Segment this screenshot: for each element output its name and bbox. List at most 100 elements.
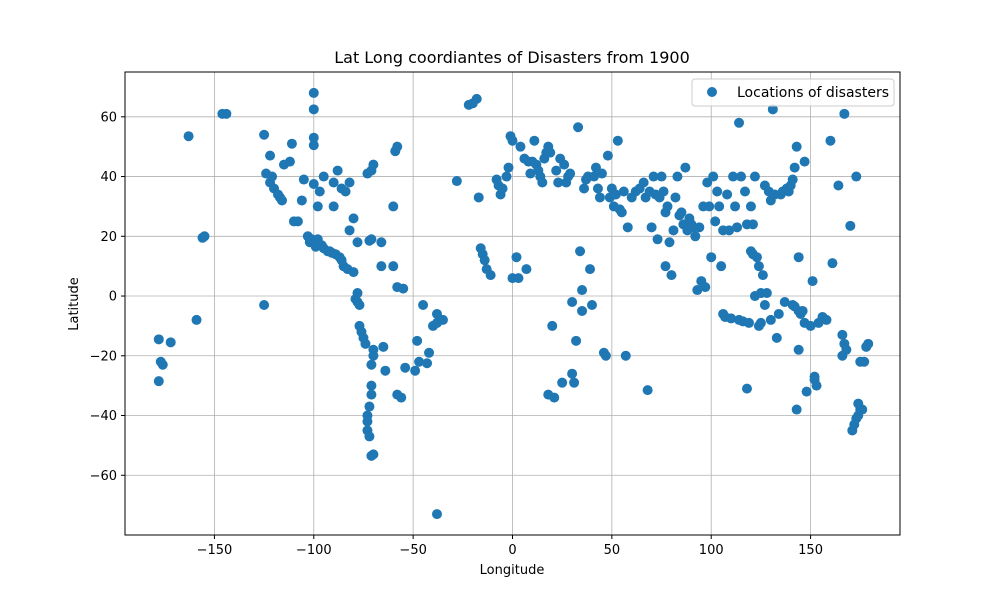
- data-point: [600, 350, 611, 361]
- x-tick-label: −150: [197, 543, 233, 558]
- data-point: [708, 171, 719, 182]
- data-point: [579, 183, 590, 194]
- data-point: [308, 140, 319, 151]
- data-points: [153, 87, 874, 520]
- legend-box: [691, 78, 895, 107]
- data-point: [422, 358, 433, 369]
- data-point: [153, 376, 164, 387]
- data-point: [716, 261, 727, 272]
- data-point: [759, 299, 770, 310]
- data-point: [732, 222, 743, 233]
- data-point: [259, 129, 270, 140]
- data-point: [183, 131, 194, 142]
- data-point: [585, 264, 595, 275]
- data-point: [706, 252, 717, 263]
- data-point: [497, 183, 508, 194]
- data-point: [594, 192, 605, 203]
- data-point: [157, 359, 168, 370]
- y-tick-label: 20: [100, 230, 117, 245]
- data-point: [284, 156, 295, 167]
- data-point: [660, 261, 671, 272]
- data-point: [378, 341, 389, 352]
- data-point: [837, 350, 848, 361]
- data-point: [807, 276, 818, 287]
- data-point: [577, 285, 588, 296]
- data-point: [557, 377, 568, 388]
- x-tick-label: −50: [399, 543, 426, 558]
- data-point: [791, 404, 802, 415]
- data-point: [267, 171, 278, 182]
- data-point: [551, 165, 562, 176]
- data-point: [773, 308, 784, 319]
- data-point: [662, 201, 673, 212]
- data-point: [503, 162, 514, 173]
- data-point: [622, 222, 633, 233]
- data-point: [352, 237, 363, 248]
- data-point: [714, 201, 725, 212]
- data-point: [328, 201, 339, 212]
- data-point: [328, 177, 339, 188]
- data-point: [602, 150, 613, 161]
- data-point: [396, 392, 407, 403]
- data-point: [801, 386, 812, 397]
- data-point: [553, 177, 564, 188]
- data-point: [366, 389, 377, 400]
- data-point: [805, 320, 816, 331]
- data-point: [340, 186, 351, 197]
- y-axis-ticks: −60 −40 −20 0 20 40 60: [90, 110, 125, 484]
- data-point: [757, 270, 768, 281]
- data-point: [360, 338, 371, 349]
- data-point: [191, 314, 202, 325]
- legend-label: Locations of disasters: [737, 85, 889, 101]
- data-point: [761, 288, 772, 299]
- data-point: [332, 165, 343, 176]
- data-point: [366, 359, 377, 370]
- x-tick-label: 150: [798, 543, 823, 558]
- data-point: [863, 338, 874, 349]
- data-point: [821, 314, 832, 325]
- data-point: [745, 201, 756, 212]
- data-point: [165, 337, 176, 348]
- data-point: [515, 141, 526, 152]
- data-point: [730, 201, 741, 212]
- data-point: [575, 246, 586, 257]
- data-point: [473, 192, 484, 203]
- legend-marker: [707, 87, 717, 97]
- data-point: [412, 335, 423, 346]
- data-point: [368, 449, 379, 460]
- y-tick-label: −20: [90, 349, 117, 364]
- data-point: [722, 189, 733, 200]
- data-point: [672, 171, 683, 182]
- data-point: [529, 135, 540, 146]
- data-point: [648, 171, 659, 182]
- data-point: [308, 104, 319, 115]
- data-point: [845, 220, 856, 231]
- data-point: [565, 168, 576, 179]
- data-point: [666, 270, 677, 281]
- x-tick-label: 0: [508, 543, 516, 558]
- data-point: [668, 225, 679, 236]
- data-point: [571, 335, 582, 346]
- data-point: [710, 216, 721, 227]
- data-point: [308, 132, 319, 143]
- data-point: [837, 329, 848, 340]
- data-point: [646, 222, 657, 233]
- data-point: [308, 87, 319, 98]
- data-point: [642, 385, 653, 396]
- chart-title: Lat Long coordiantes of Disasters from 1…: [334, 48, 690, 67]
- y-tick-label: −60: [90, 469, 117, 484]
- data-point: [700, 282, 711, 293]
- data-point: [690, 231, 701, 242]
- data-point: [797, 305, 808, 316]
- data-point: [344, 177, 355, 188]
- data-point: [314, 186, 325, 197]
- data-point: [612, 135, 623, 146]
- data-point: [692, 285, 703, 296]
- x-tick-label: 100: [699, 543, 724, 558]
- y-tick-label: 0: [109, 290, 117, 305]
- data-point: [789, 162, 800, 173]
- data-point: [656, 171, 667, 182]
- data-point: [431, 509, 442, 520]
- data-point: [221, 108, 232, 119]
- data-point: [376, 261, 387, 272]
